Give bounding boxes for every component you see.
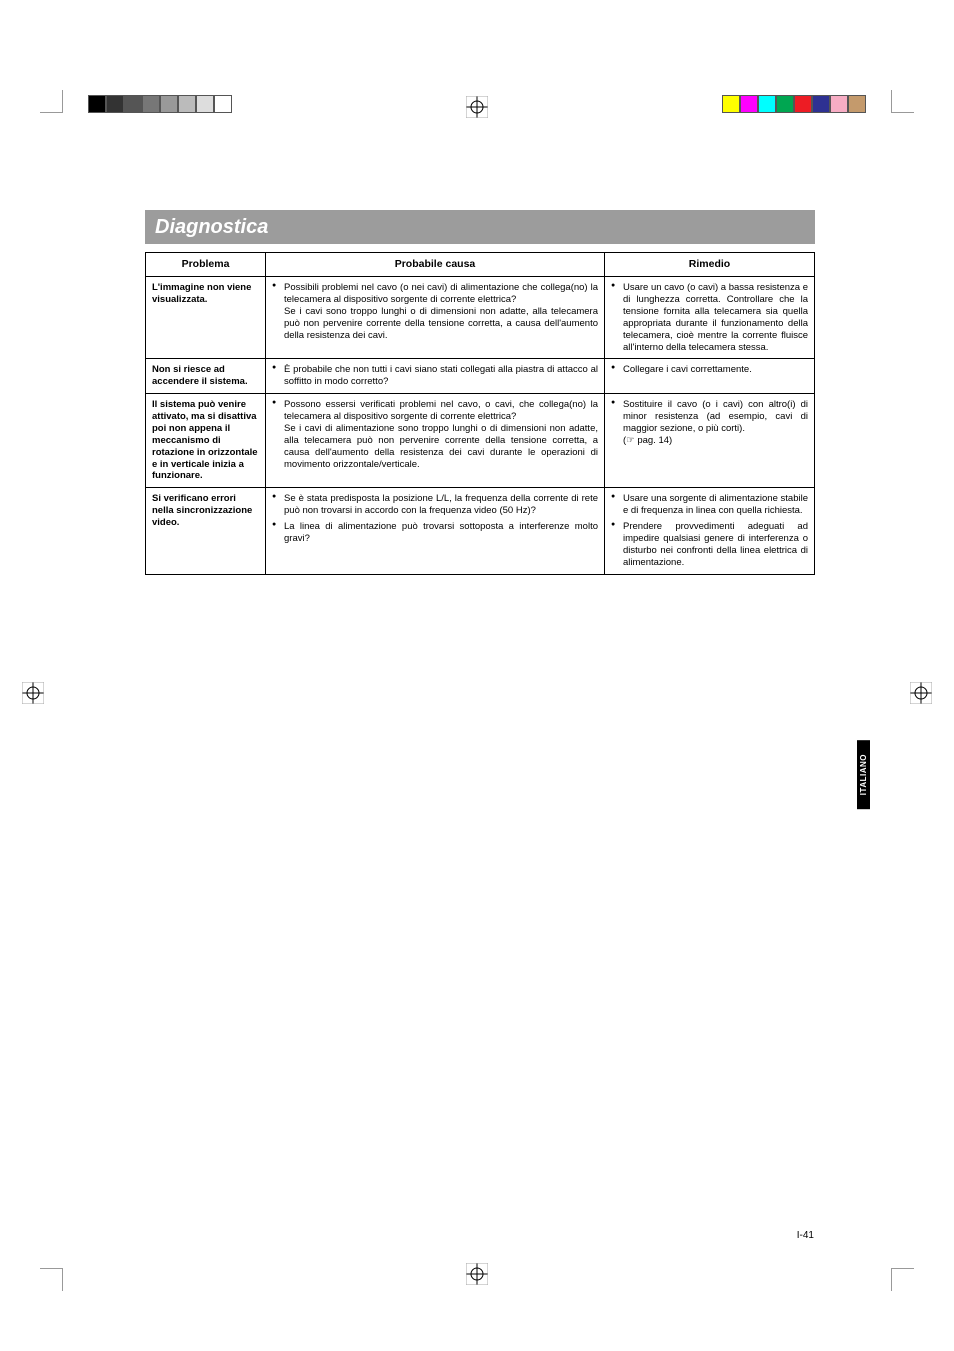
cause-item: È probabile che non tutti i cavi siano s… [282, 364, 598, 388]
swatch [812, 95, 830, 113]
swatch [794, 95, 812, 113]
cause-item: Se è stata predisposta la posizione L/L,… [282, 493, 598, 517]
swatch [160, 95, 178, 113]
remedy-item: Usare una sorgente di alimentazione stab… [621, 493, 808, 517]
cause-item: Possibili problemi nel cavo (o nei cavi)… [282, 282, 598, 341]
table-row: Si verificano errori nella sincronizzazi… [146, 488, 815, 574]
remedy-cell: Collegare i cavi correttamente. [605, 359, 815, 394]
swatch [740, 95, 758, 113]
table-row: Il sistema può venire attivato, ma si di… [146, 394, 815, 488]
diagnostics-table: Problema Probabile causa Rimedio L'immag… [145, 252, 815, 575]
crop-mark [40, 1268, 63, 1291]
swatch [722, 95, 740, 113]
swatch [124, 95, 142, 113]
swatch [88, 95, 106, 113]
swatch [776, 95, 794, 113]
registration-mark-icon [908, 680, 934, 706]
section-title-bar: Diagnostica [145, 210, 815, 244]
header-remedy: Rimedio [605, 253, 815, 277]
table-row: L'immagine non viene visualizzata. Possib… [146, 277, 815, 359]
remedy-item: Usare un cavo (o cavi) a bassa resistenz… [621, 282, 808, 353]
crop-mark [40, 90, 63, 113]
page-number: I-41 [797, 1230, 814, 1241]
header-problem: Problema [146, 253, 266, 277]
remedy-item: Sostituire il cavo (o i cavi) con altro(… [621, 399, 808, 447]
cause-item: La linea di alimentazione può trovarsi s… [282, 521, 598, 545]
swatch [106, 95, 124, 113]
remedy-item: Prendere provvedimenti adeguati ad imped… [621, 521, 808, 569]
grayscale-calibration-bar [88, 95, 232, 113]
swatch [214, 95, 232, 113]
swatch [830, 95, 848, 113]
header-cause: Probabile causa [266, 253, 605, 277]
problem-cell: Non si riesce ad accendere il sistema. [146, 359, 266, 394]
cause-cell: Se è stata predisposta la posizione L/L,… [266, 488, 605, 574]
cause-cell: È probabile che non tutti i cavi siano s… [266, 359, 605, 394]
remedy-cell: Usare un cavo (o cavi) a bassa resistenz… [605, 277, 815, 359]
swatch [758, 95, 776, 113]
color-calibration-bar [722, 95, 866, 113]
table-row: Non si riesce ad accendere il sistema. È … [146, 359, 815, 394]
problem-cell: L'immagine non viene visualizzata. [146, 277, 266, 359]
registration-mark-icon [464, 1261, 490, 1287]
page-content: Diagnostica Problema Probabile causa Rim… [145, 210, 815, 575]
cause-cell: Possibili problemi nel cavo (o nei cavi)… [266, 277, 605, 359]
problem-cell: Si verificano errori nella sincronizzazi… [146, 488, 266, 574]
swatch [196, 95, 214, 113]
crop-mark [891, 1268, 914, 1291]
remedy-cell: Usare una sorgente di alimentazione stab… [605, 488, 815, 574]
registration-mark-icon [20, 680, 46, 706]
swatch [142, 95, 160, 113]
cause-cell: Possono essersi verificati problemi nel … [266, 394, 605, 488]
section-title: Diagnostica [145, 212, 815, 243]
registration-mark-icon [464, 94, 490, 120]
cause-item: Possono essersi verificati problemi nel … [282, 399, 598, 470]
language-tab: ITALIANO [857, 740, 870, 809]
problem-cell: Il sistema può venire attivato, ma si di… [146, 394, 266, 488]
swatch [178, 95, 196, 113]
remedy-cell: Sostituire il cavo (o i cavi) con altro(… [605, 394, 815, 488]
remedy-item: Collegare i cavi correttamente. [621, 364, 808, 376]
crop-mark [891, 90, 914, 113]
swatch [848, 95, 866, 113]
